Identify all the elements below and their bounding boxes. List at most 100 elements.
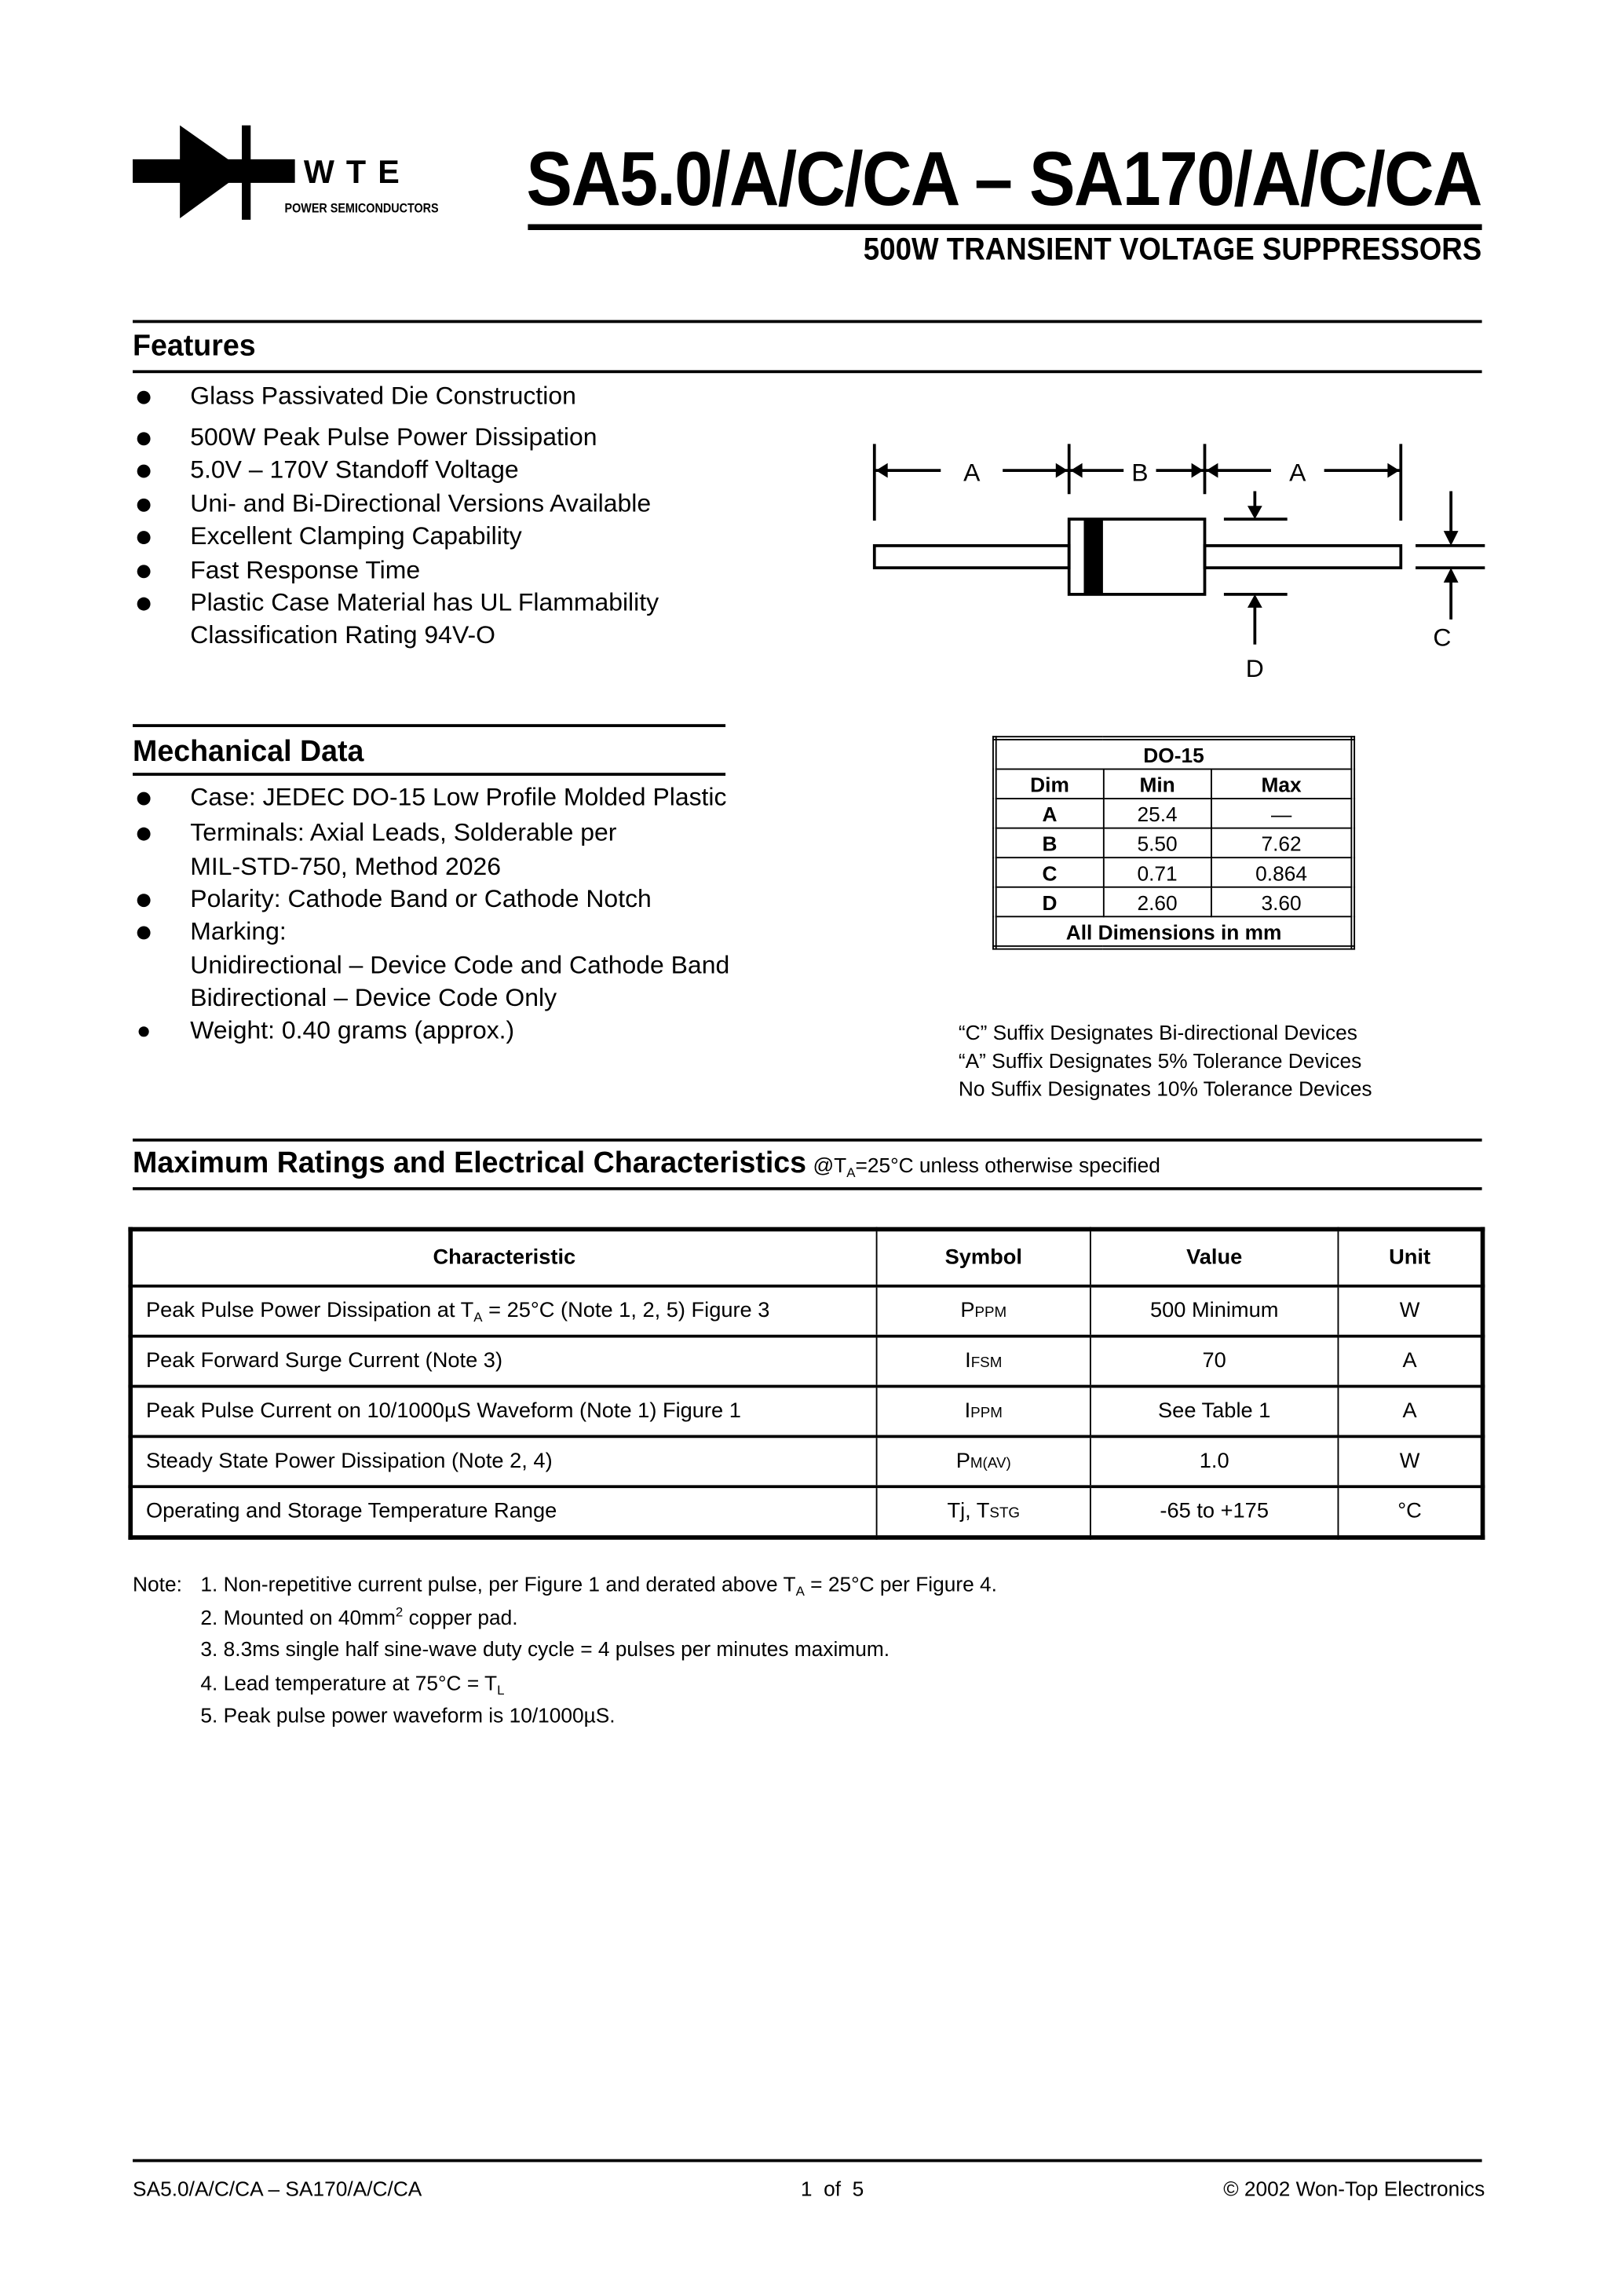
bullet-icon: [137, 894, 151, 908]
column-header: Dim: [993, 768, 1105, 799]
dim-label-c: C: [1433, 623, 1451, 652]
list-item: MIL-STD-750, Method 2026: [190, 852, 502, 881]
table-cell: 25.4: [1102, 798, 1212, 829]
column-header: Unit: [1337, 1228, 1484, 1288]
logo-subtext: POWER SEMICONDUCTORS: [284, 200, 439, 216]
dim-label-a: A: [963, 458, 981, 486]
unit-cell: W: [1337, 1436, 1484, 1489]
suffix-note: “A” Suffix Designates 5% Tolerance Devic…: [958, 1048, 1362, 1073]
characteristic-cell: Peak Pulse Current on 10/1000µS Waveform…: [130, 1386, 878, 1439]
table-cell: —: [1210, 798, 1354, 829]
ratings-heading: Maximum Ratings and Electrical Character…: [133, 1147, 807, 1180]
table-row: C 0.71 0.864: [993, 857, 1354, 888]
do15-package-diagram: A B A C D: [872, 444, 1485, 682]
footer-copyright: © 2002 Won-Top Electronics: [1223, 2177, 1485, 2201]
condition-text: =25°C unless otherwise specified: [855, 1153, 1160, 1177]
notes-label: Note:: [133, 1572, 182, 1596]
note-item: 2. Mounted on 40mm2 copper pad.: [200, 1604, 518, 1629]
column-header: Characteristic: [130, 1228, 878, 1288]
column-header: Symbol: [875, 1228, 1091, 1288]
bullet-icon: [137, 792, 151, 806]
table-footer: All Dimensions in mm: [993, 916, 1354, 949]
page-subtitle: 500W TRANSIENT VOLTAGE SUPPRESSORS: [864, 232, 1482, 267]
table-cell: 7.62: [1210, 827, 1354, 859]
value-cell: 70: [1089, 1336, 1339, 1388]
list-item: Terminals: Axial Leads, Solderable per: [190, 818, 617, 847]
symbol-cell: PPPM: [875, 1285, 1091, 1338]
column-header: Min: [1102, 768, 1212, 799]
table-cell: B: [993, 827, 1105, 859]
footer-part-number: SA5.0/A/C/CA – SA170/A/C/CA: [133, 2177, 422, 2201]
bullet-icon: [137, 827, 151, 841]
bullet-icon: [137, 464, 151, 478]
mechanical-heading: Mechanical Data: [133, 736, 364, 769]
divider: [133, 1186, 1482, 1190]
title-rule: [528, 224, 1482, 230]
table-row: Peak Pulse Power Dissipation at TA = 25°…: [130, 1285, 1484, 1338]
list-item: Weight: 0.40 grams (approx.): [190, 1016, 515, 1044]
unit-cell: W: [1337, 1285, 1484, 1338]
symbol-cell: IPPM: [875, 1386, 1091, 1439]
divider: [133, 773, 726, 776]
bullet-icon: [137, 390, 151, 404]
divider: [133, 370, 1482, 374]
logo-text: WTE: [303, 153, 411, 191]
table-cell: D: [993, 886, 1105, 918]
dim-label-b: B: [1131, 458, 1148, 486]
dim-label-d: D: [1246, 654, 1264, 682]
dim-label-a: A: [1289, 458, 1306, 486]
table-row: Steady State Power Dissipation (Note 2, …: [130, 1436, 1484, 1489]
table-header-row: Dim Min Max: [993, 768, 1354, 799]
divider: [133, 2159, 1482, 2163]
symbol-cell: PM(AV): [875, 1436, 1091, 1489]
note-item: 3. 8.3ms single half sine-wave duty cycl…: [200, 1636, 890, 1661]
characteristic-cell: Operating and Storage Temperature Range: [130, 1486, 878, 1539]
table-row: A 25.4—: [993, 798, 1354, 829]
page-number: 1 of 5: [800, 2177, 864, 2201]
ratings-heading-line: Maximum Ratings and Electrical Character…: [133, 1147, 1160, 1181]
bullet-icon: [137, 926, 151, 940]
table-title: DO-15: [993, 737, 1354, 770]
table-row: Operating and Storage Temperature Range T…: [130, 1486, 1484, 1539]
bullet-icon: [137, 432, 151, 446]
wte-logo-diode-icon: [133, 125, 295, 220]
page-title: SA5.0/A/C/CA – SA170/A/C/CA: [527, 137, 1483, 223]
unit-cell: A: [1337, 1336, 1484, 1388]
table-cell: C: [993, 857, 1105, 888]
value-cell: -65 to +175: [1089, 1486, 1339, 1539]
list-item: Bidirectional – Device Code Only: [190, 983, 557, 1012]
table-cell: 5.50: [1102, 827, 1212, 859]
table-row: Peak Forward Surge Current (Note 3) IFSM 7…: [130, 1336, 1484, 1388]
note-item: 4. Lead temperature at 75°C = TL: [200, 1671, 505, 1698]
list-item: Polarity: Cathode Band or Cathode Notch: [190, 884, 652, 913]
list-item: Excellent Clamping Capability: [190, 521, 522, 550]
column-header: Value: [1089, 1228, 1339, 1288]
list-item: Classification Rating 94V-O: [190, 620, 495, 649]
condition-text: @T: [813, 1153, 847, 1177]
table-cell: A: [993, 798, 1105, 829]
bullet-icon: [137, 498, 151, 512]
list-item: 500W Peak Pulse Power Dissipation: [190, 423, 597, 452]
note-item: 5. Peak pulse power waveform is 10/1000µ…: [200, 1703, 616, 1727]
list-item: Fast Response Time: [190, 556, 421, 584]
bullet-icon: [137, 565, 151, 579]
symbol-cell: IFSM: [875, 1336, 1091, 1388]
characteristic-cell: Peak Pulse Power Dissipation at TA = 25°…: [130, 1285, 878, 1338]
characteristic-cell: Steady State Power Dissipation (Note 2, …: [130, 1436, 878, 1489]
features-heading: Features: [133, 330, 256, 364]
list-item: 5.0V – 170V Standoff Voltage: [190, 455, 519, 484]
list-item: Case: JEDEC DO-15 Low Profile Molded Pla…: [190, 783, 727, 812]
divider: [133, 1138, 1482, 1142]
column-header: Max: [1210, 768, 1354, 799]
table-row: D 2.60 3.60: [993, 886, 1354, 918]
suffix-note: No Suffix Designates 10% Tolerance Devic…: [958, 1077, 1372, 1101]
table-cell: 2.60: [1102, 886, 1212, 918]
note-item: 1. Non-repetitive current pulse, per Fig…: [200, 1572, 997, 1599]
list-item: Marking:: [190, 917, 287, 945]
bullet-icon: [137, 597, 151, 611]
do15-dimensions-table: DO-15 Dim Min Max A 25.4— B 5.50 7.62 C 0.71 0.…: [992, 736, 1356, 950]
list-item: Uni- and Bi-Directional Versions Availab…: [190, 489, 652, 518]
table-row: Peak Pulse Current on 10/1000µS Waveform…: [130, 1386, 1484, 1439]
table-cell: 0.71: [1102, 857, 1212, 888]
